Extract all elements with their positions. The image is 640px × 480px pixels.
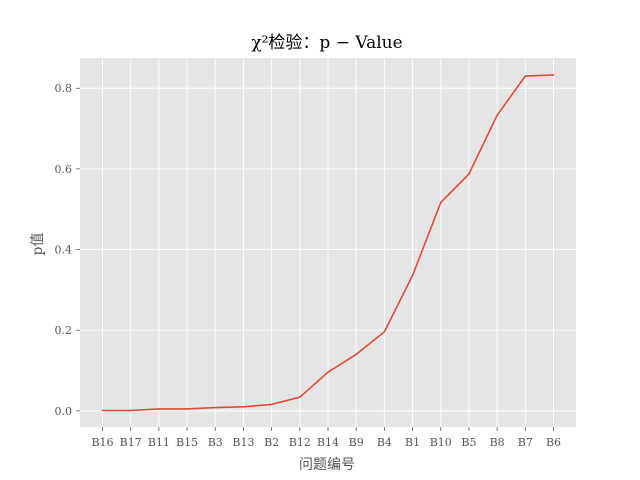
data-point [496, 114, 498, 117]
y-tick-label: 0.6 [55, 163, 73, 176]
grid-lines [80, 58, 576, 427]
data-point [214, 406, 217, 409]
series-layer [101, 74, 555, 412]
data-point [524, 75, 527, 77]
x-tick-label: B5 [461, 436, 476, 449]
data-point [439, 201, 442, 204]
x-tick-label: B8 [490, 436, 505, 449]
y-tick-label: 0.4 [55, 244, 73, 257]
data-point [411, 274, 414, 277]
data-point [355, 353, 357, 356]
data-point [383, 331, 386, 333]
data-point [101, 409, 104, 412]
data-point [327, 371, 329, 373]
x-tick-label: B10 [430, 436, 452, 449]
x-tick-label: B12 [289, 436, 311, 449]
x-tick-label: B16 [91, 436, 113, 449]
x-tick-label: B13 [232, 436, 254, 449]
data-point [129, 409, 132, 412]
y-tick-label: 0.8 [55, 82, 73, 95]
x-tick-label: B6 [546, 436, 561, 449]
data-point [242, 406, 245, 408]
y-axis-label: p值 [30, 233, 46, 256]
x-tick-label: B2 [264, 436, 279, 449]
data-point [186, 408, 188, 410]
y-axis-ticks: 0.0 0.2 0.4 0.6 0.8 [55, 82, 80, 418]
x-tick-label: B9 [349, 436, 364, 449]
data-point [270, 403, 273, 406]
x-axis-label: 问题编号 [299, 457, 355, 473]
y-tick-label: 0.2 [55, 324, 73, 337]
chart-title: χ²检验：p − Value [251, 33, 402, 53]
x-tick-label: B7 [518, 436, 533, 449]
x-tick-label: B1 [405, 436, 420, 449]
data-point [468, 173, 470, 175]
x-tick-label: B14 [317, 436, 339, 449]
x-tick-label: B15 [176, 436, 198, 449]
x-tick-label: B3 [208, 436, 223, 449]
x-tick-label: B17 [120, 436, 142, 449]
data-point [158, 408, 160, 410]
data-point [299, 396, 301, 398]
y-tick-label: 0.0 [55, 405, 73, 418]
data-point [552, 74, 555, 76]
x-tick-label: B4 [377, 436, 392, 449]
x-axis-ticks: B16 B17 B11 B15 B3 B13 B2 B12 B14 B9 B4 B1 B10 B5 B8 B7… [91, 427, 561, 449]
x-tick-label: B11 [148, 436, 170, 449]
